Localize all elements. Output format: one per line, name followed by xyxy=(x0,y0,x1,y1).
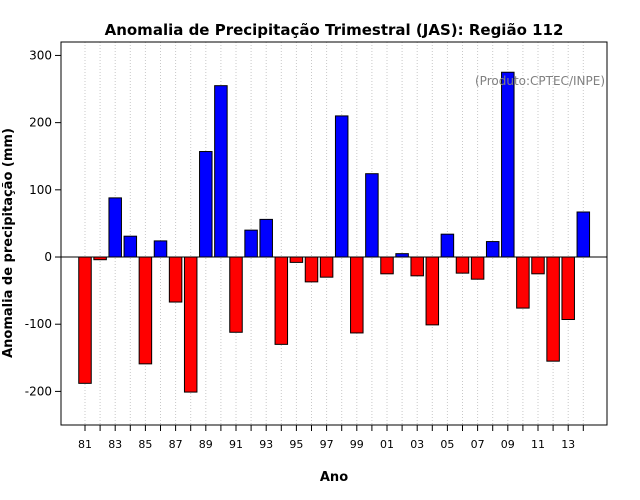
y-tick-label: 100 xyxy=(29,183,52,197)
bar-01 xyxy=(380,256,394,275)
y-axis-title: Anomalia de precipitação (mm) xyxy=(1,128,16,358)
x-tick-label: 09 xyxy=(501,438,515,451)
bar-07 xyxy=(470,256,485,280)
bar-84 xyxy=(123,235,138,258)
x-tick-label: 91 xyxy=(229,438,243,451)
y-tick-label: 200 xyxy=(29,116,52,130)
bar-97 xyxy=(319,256,334,278)
x-tick-label: 83 xyxy=(108,438,122,451)
credit-label: (Produto:CPTEC/INPE) xyxy=(475,74,605,88)
bar-98 xyxy=(334,115,349,258)
x-tick-label: 99 xyxy=(350,438,364,451)
bar-04 xyxy=(425,256,440,326)
bar-83 xyxy=(108,197,122,258)
bar-12 xyxy=(546,256,560,362)
bar-05 xyxy=(440,233,455,258)
x-axis: 81 83 85 87 89 91 93 95 97 99 01 03 05 07 09 11 13 xyxy=(78,425,584,451)
bar-99 xyxy=(350,256,364,334)
bar-94 xyxy=(274,256,289,345)
y-tick-label: 0 xyxy=(44,250,52,264)
x-tick-label: 93 xyxy=(259,438,273,451)
y-tick-label: -200 xyxy=(25,384,52,398)
bar-00 xyxy=(365,173,379,258)
x-tick-label: 13 xyxy=(561,438,575,451)
x-tick-label: 85 xyxy=(138,438,152,451)
bar-11 xyxy=(531,256,545,275)
bar-03 xyxy=(410,256,424,277)
y-tick-label: 300 xyxy=(29,48,52,62)
x-tick-label: 87 xyxy=(169,438,183,451)
bar-09 xyxy=(501,71,515,258)
x-tick-label: 05 xyxy=(440,438,454,451)
y-tick-label: -100 xyxy=(25,317,52,331)
bar-10 xyxy=(516,256,530,309)
bar-93 xyxy=(259,218,273,258)
bar-06 xyxy=(455,256,470,274)
bar-13 xyxy=(561,256,575,321)
x-tick-label: 89 xyxy=(199,438,213,451)
bar-85 xyxy=(138,256,153,365)
x-tick-label: 95 xyxy=(289,438,303,451)
bar-88 xyxy=(183,256,198,393)
x-tick-label: 07 xyxy=(471,438,485,451)
y-axis: -200 -100 0 100 200 300 xyxy=(25,48,61,398)
grid-layer xyxy=(84,42,584,425)
x-tick-label: 97 xyxy=(320,438,334,451)
x-tick-label: 01 xyxy=(380,438,394,451)
chart-title: Anomalia de Precipitação Trimestral (JAS… xyxy=(105,21,564,39)
bars-layer xyxy=(78,71,591,393)
plot-frame xyxy=(60,41,608,426)
bar-02 xyxy=(395,253,409,258)
bar-86 xyxy=(153,240,168,258)
x-tick-label: 03 xyxy=(410,438,424,451)
bar-81 xyxy=(78,256,92,384)
bar-92 xyxy=(244,229,258,258)
bar-14 xyxy=(576,211,591,258)
bar-96 xyxy=(304,256,319,283)
bar-91 xyxy=(229,256,243,333)
bar-89 xyxy=(199,151,213,258)
bar-95 xyxy=(289,256,304,263)
x-tick-label: 81 xyxy=(78,438,92,451)
bar-87 xyxy=(168,256,183,303)
bar-90 xyxy=(214,85,228,258)
bar-08 xyxy=(485,241,500,258)
x-tick-label: 11 xyxy=(531,438,545,451)
x-axis-title: Ano xyxy=(320,470,348,485)
